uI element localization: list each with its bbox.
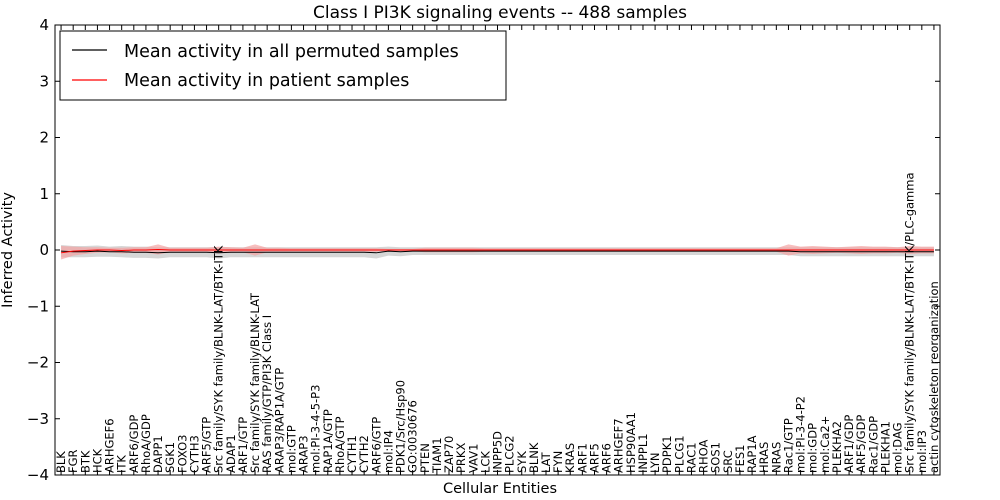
x-tick-label: Rac1/GTP bbox=[781, 418, 795, 473]
x-tick-label: ARAP3 bbox=[297, 435, 311, 473]
x-tick-label: SOS1 bbox=[709, 442, 723, 473]
x-tick-label: FOXO3 bbox=[175, 435, 189, 473]
x-tick-label: CYTH3 bbox=[187, 435, 201, 473]
x-tick-label: ITK bbox=[115, 455, 129, 473]
x-tick-label: HSP90AA1 bbox=[624, 412, 638, 473]
x-axis-label: Cellular Entities bbox=[443, 481, 557, 497]
x-tick-label: actin cytoskeleton reorganization bbox=[927, 281, 941, 473]
y-tick-label: −4 bbox=[27, 466, 49, 484]
x-tick-label: PLCG1 bbox=[672, 435, 686, 473]
band-patient bbox=[61, 244, 934, 260]
x-tick-label: ADAP1 bbox=[224, 434, 238, 473]
x-tick-label: PRKX bbox=[454, 443, 468, 473]
x-tick-label: SYK bbox=[515, 451, 529, 473]
x-axis: BLKFGRBTKHCKARHGEF6ITKARF6/GDPRhoA/GDPDA… bbox=[54, 25, 941, 475]
x-tick-label: RhoA/GTP bbox=[333, 416, 347, 473]
x-tick-label: mol:PI-3-4-5-P3 bbox=[309, 385, 323, 473]
x-tick-label: ZAP70 bbox=[442, 436, 456, 473]
x-tick-label: RAC1 bbox=[684, 442, 698, 473]
x-tick-label: PDK1/Src/Hsp90 bbox=[394, 380, 408, 473]
legend-box bbox=[59, 30, 507, 101]
x-tick-label: Src family/SYK family/BLNK-LAT/BTK-ITK/P… bbox=[903, 173, 917, 474]
y-axis-label: Inferred Activity bbox=[0, 192, 16, 308]
x-tick-label: KRAS bbox=[563, 443, 577, 473]
x-tick-label: ARAP3/RAP1A/GTP bbox=[272, 368, 286, 473]
x-tick-label: ARF6/GTP bbox=[369, 417, 383, 473]
x-tick-label: ARF1/GTP bbox=[236, 417, 250, 473]
x-tick-label: LYN bbox=[648, 452, 662, 473]
x-tick-label: CYTH1 bbox=[345, 435, 359, 473]
x-tick-label: TIAM1 bbox=[430, 437, 444, 474]
x-tick-label: CYTH2 bbox=[357, 435, 371, 473]
x-tick-label: ARHGEF7 bbox=[612, 418, 626, 473]
x-tick-label: mol:DAG bbox=[891, 422, 905, 473]
x-tick-label: LCK bbox=[478, 451, 492, 473]
x-tick-label: BLK bbox=[54, 451, 68, 473]
x-tick-label: GO:0030676 bbox=[406, 400, 420, 473]
x-tick-label: mol:IP3 bbox=[915, 430, 929, 473]
x-tick-label: FGR bbox=[66, 449, 80, 473]
x-tick-label: INPPL1 bbox=[636, 433, 650, 473]
y-tick-label: −3 bbox=[27, 410, 49, 428]
x-tick-label: ARF5 bbox=[587, 443, 601, 473]
x-tick-label: DAPP1 bbox=[151, 435, 165, 473]
x-tick-label: mol:PI-3-4-P2 bbox=[794, 396, 808, 473]
x-tick-label: PDPK1 bbox=[660, 435, 674, 473]
x-tick-label: SGK1 bbox=[163, 442, 177, 473]
line-patient bbox=[60, 248, 934, 254]
y-tick-label: −1 bbox=[27, 297, 49, 315]
x-tick-label: mol:IP4 bbox=[381, 430, 395, 473]
y-tick-label: −2 bbox=[27, 354, 49, 372]
x-tick-label: RAS family/GTP/PI3K Class I bbox=[260, 315, 274, 473]
y-tick-label: 3 bbox=[39, 72, 49, 90]
x-tick-label: PLEKHA1 bbox=[878, 421, 892, 473]
x-tick-label: INPP5D bbox=[491, 431, 505, 473]
x-tick-label: ARF1/GDP bbox=[842, 415, 856, 473]
x-tick-label: ARF1 bbox=[575, 443, 589, 473]
y-tick-label: 4 bbox=[39, 16, 49, 34]
y-tick-label: 1 bbox=[39, 185, 49, 203]
x-tick-label: RAP1A/GTP bbox=[321, 409, 335, 473]
line-permuted bbox=[61, 250, 934, 254]
x-tick-label: HCK bbox=[90, 448, 104, 473]
x-tick-label: Rac1/GDP bbox=[866, 416, 880, 473]
x-tick-label: PLEKHA2 bbox=[830, 421, 844, 473]
x-tick-label: RHOA bbox=[697, 440, 711, 473]
x-tick-label: ARF6 bbox=[600, 443, 614, 473]
legend-label-permuted: Mean activity in all permuted samples bbox=[124, 42, 459, 62]
y-tick-label: 2 bbox=[39, 129, 49, 147]
x-tick-label: ARF5/GTP bbox=[200, 417, 214, 473]
y-tick-label: 0 bbox=[39, 241, 49, 259]
x-tick-label: FYN bbox=[551, 451, 565, 473]
x-tick-label: SRC bbox=[721, 450, 735, 473]
x-tick-label: ARF6/GDP bbox=[127, 415, 141, 473]
x-tick-label: RAP1A bbox=[745, 435, 759, 473]
x-tick-label: ARF5/GDP bbox=[854, 415, 868, 473]
x-tick-label: FES1 bbox=[733, 445, 747, 474]
x-tick-label: VAV1 bbox=[466, 444, 480, 473]
x-tick-label: PLCG2 bbox=[503, 435, 517, 473]
legend[interactable]: Mean activity in all permuted samples Me… bbox=[59, 30, 507, 101]
legend-label-patient: Mean activity in patient samples bbox=[124, 71, 409, 91]
x-tick-label: BTK bbox=[78, 450, 92, 473]
x-tick-label: Src family/SYK family/BLNK-LAT bbox=[248, 292, 262, 473]
x-tick-label: mol:GTP bbox=[284, 425, 298, 473]
x-tick-label: PTEN bbox=[418, 443, 432, 473]
x-tick-label: Src family/SYK family/BLNK-LAT/BTK-ITK bbox=[212, 245, 226, 473]
x-tick-label: LAT bbox=[539, 451, 553, 473]
x-tick-label: mol:GDP bbox=[806, 423, 820, 473]
x-tick-label: mol:Ca2+ bbox=[818, 416, 832, 473]
error-bands bbox=[61, 244, 934, 260]
chart-title: Class I PI3K signaling events -- 488 sam… bbox=[313, 3, 687, 23]
x-tick-label: ARHGEF6 bbox=[103, 418, 117, 473]
x-tick-label: RhoA/GDP bbox=[139, 414, 153, 473]
x-tick-label: NRAS bbox=[769, 442, 783, 473]
x-tick-label: BLNK bbox=[527, 442, 541, 473]
series-lines bbox=[60, 248, 934, 254]
y-axis: −4 −3 −2 −1 0 1 2 3 4 bbox=[27, 16, 940, 484]
x-tick-label: HRAS bbox=[757, 442, 771, 473]
